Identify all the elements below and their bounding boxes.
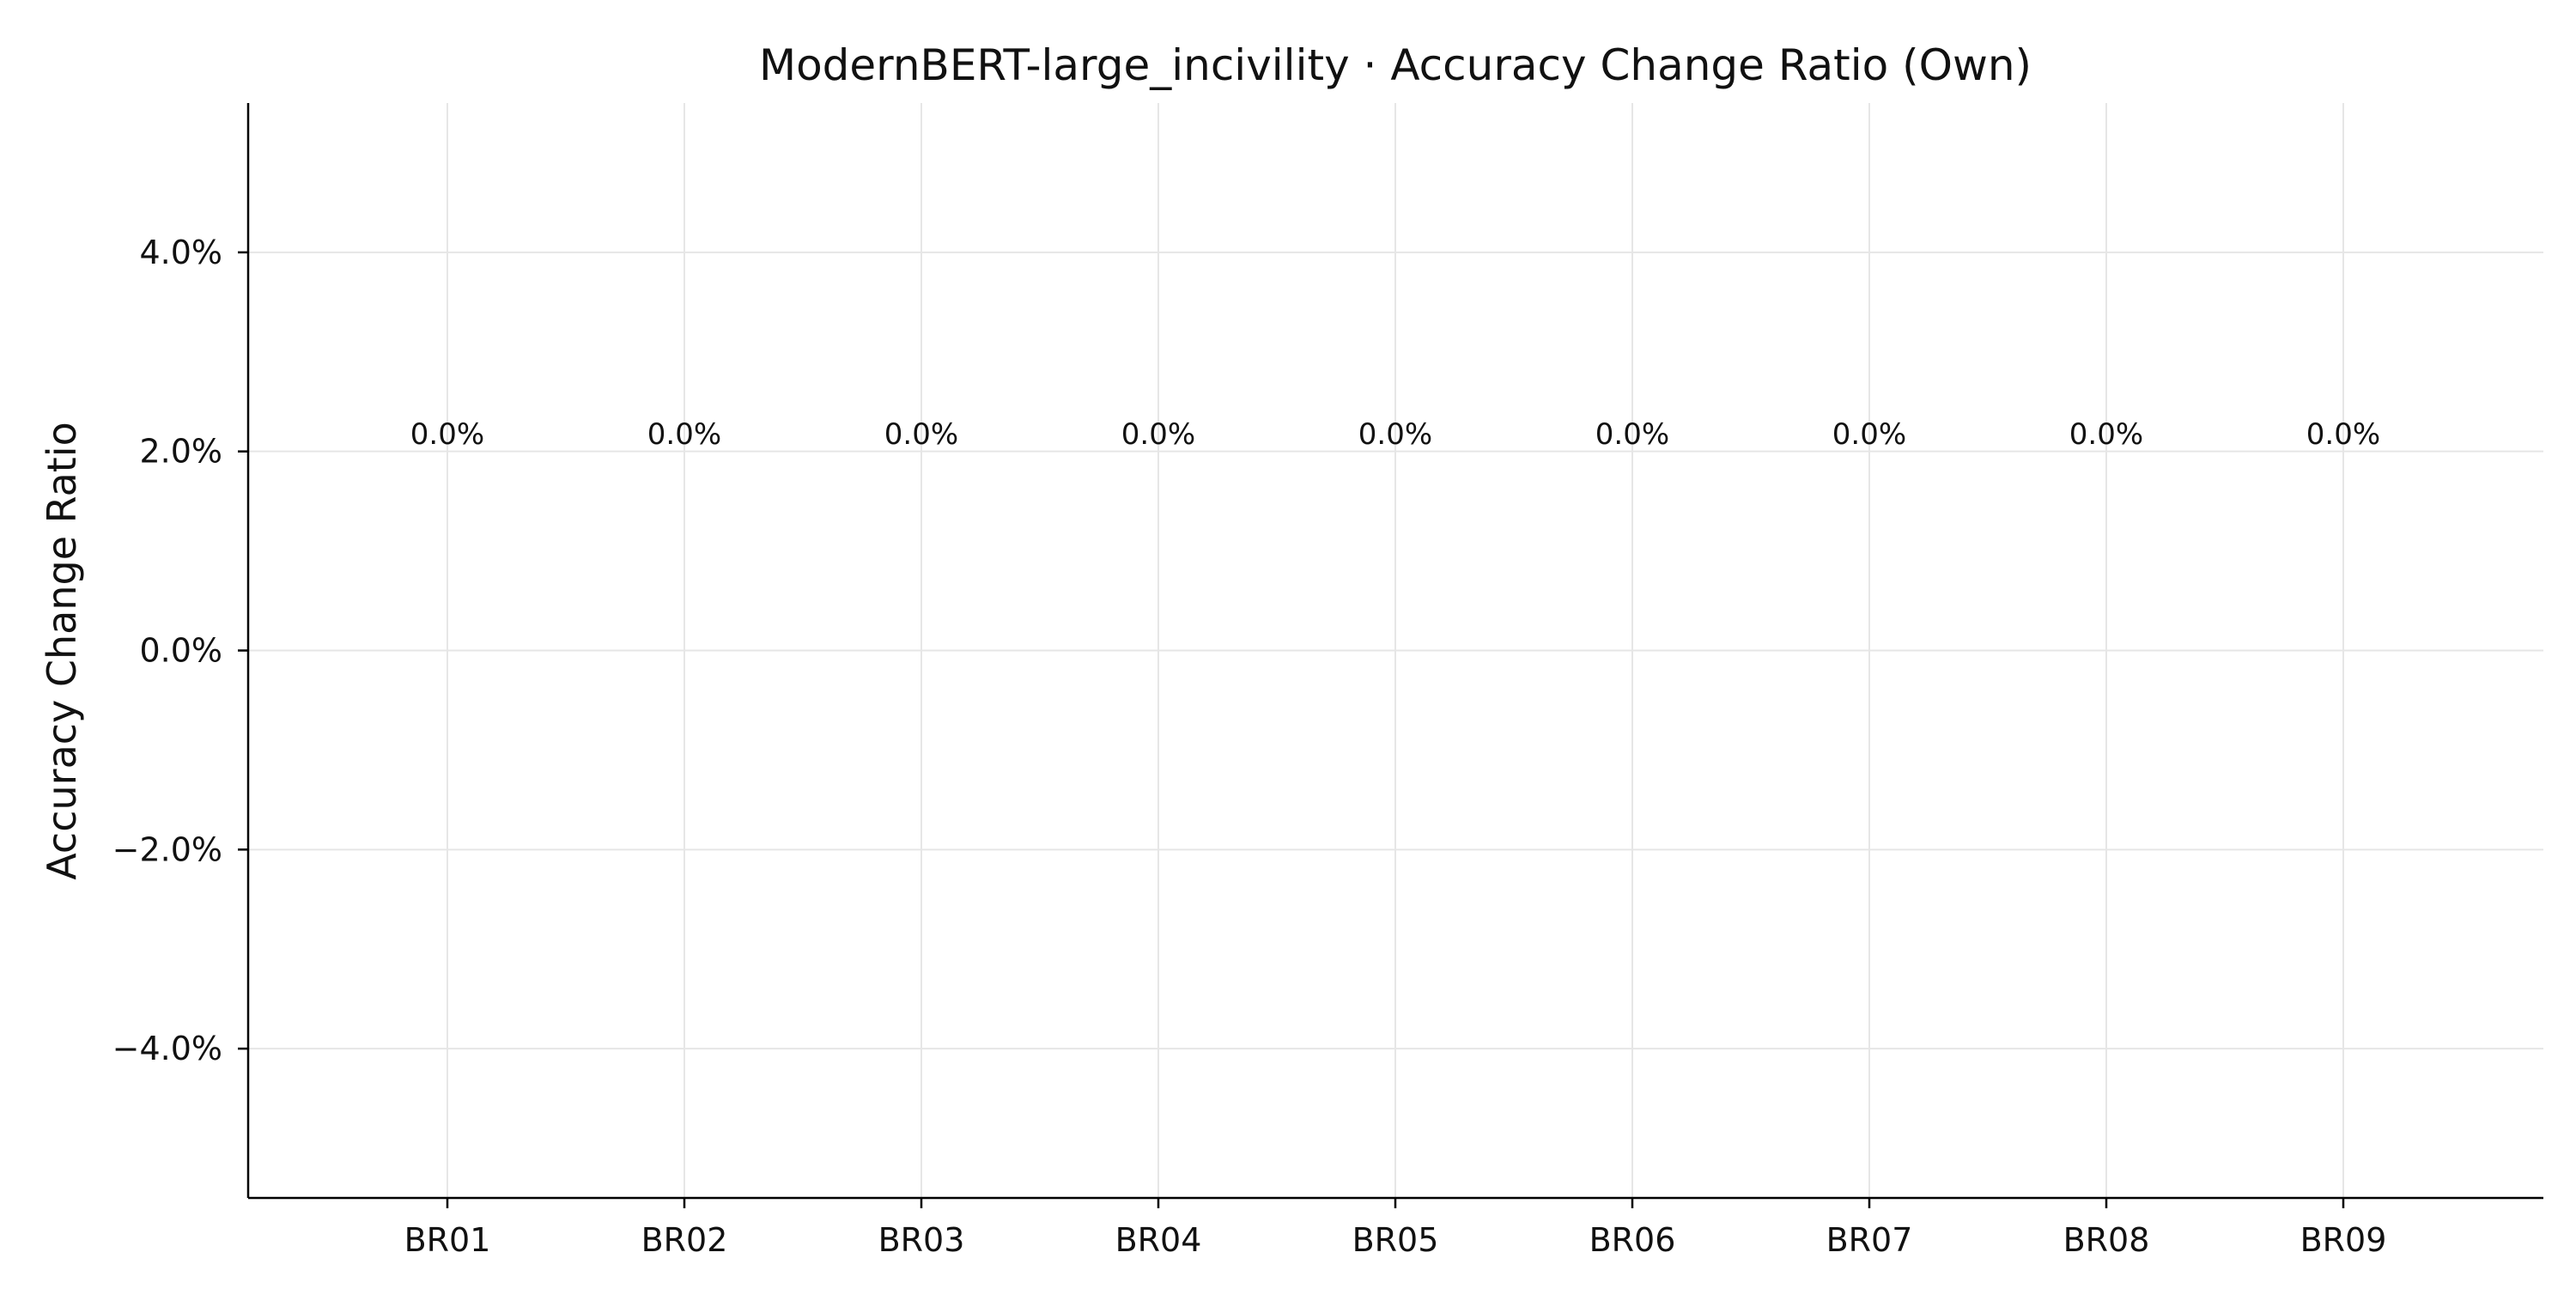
chart-title: ModernBERT-large_incivility · Accuracy C… xyxy=(759,40,2032,90)
y-tick-label: 2.0% xyxy=(139,433,222,471)
x-tick-label: BR06 xyxy=(1589,1221,1676,1259)
x-tick-label: BR01 xyxy=(404,1221,491,1259)
x-tick-label: BR09 xyxy=(2300,1221,2387,1259)
bar-value-label: 0.0% xyxy=(1121,417,1195,452)
bar-value-label: 0.0% xyxy=(1358,417,1432,452)
bar-value-label: 0.0% xyxy=(2069,417,2143,452)
bar-value-label: 0.0% xyxy=(1595,417,1669,452)
y-tick-label: −2.0% xyxy=(112,830,222,868)
x-tick-label: BR04 xyxy=(1115,1221,1202,1259)
bar-value-label: 0.0% xyxy=(647,417,721,452)
x-tick-label: BR05 xyxy=(1352,1221,1439,1259)
data-labels-layer: 0.0% 0.0% 0.0% 0.0% 0.0% 0.0% 0.0% 0.0% 0.0% xyxy=(410,417,2380,452)
axes-layer: −4.0% −2.0% 0.0% 2.0% 4.0% BR01 BR02 BR03 BR04 BR… xyxy=(112,103,2543,1259)
y-tick-label: 0.0% xyxy=(139,632,222,670)
grid-layer xyxy=(248,103,2543,1198)
bar-value-label: 0.0% xyxy=(884,417,958,452)
x-tick-label: BR03 xyxy=(878,1221,965,1259)
y-tick-label: 4.0% xyxy=(139,234,222,271)
bar-value-label: 0.0% xyxy=(1832,417,1906,452)
y-axis-label: Accuracy Change Ratio xyxy=(39,422,85,879)
x-tick-label: BR02 xyxy=(641,1221,728,1259)
bar-value-label: 0.0% xyxy=(2306,417,2380,452)
x-tick-label: BR08 xyxy=(2063,1221,2150,1259)
y-tick-label: −4.0% xyxy=(112,1030,222,1067)
bar-value-label: 0.0% xyxy=(410,417,484,452)
x-tick-label: BR07 xyxy=(1826,1221,1913,1259)
